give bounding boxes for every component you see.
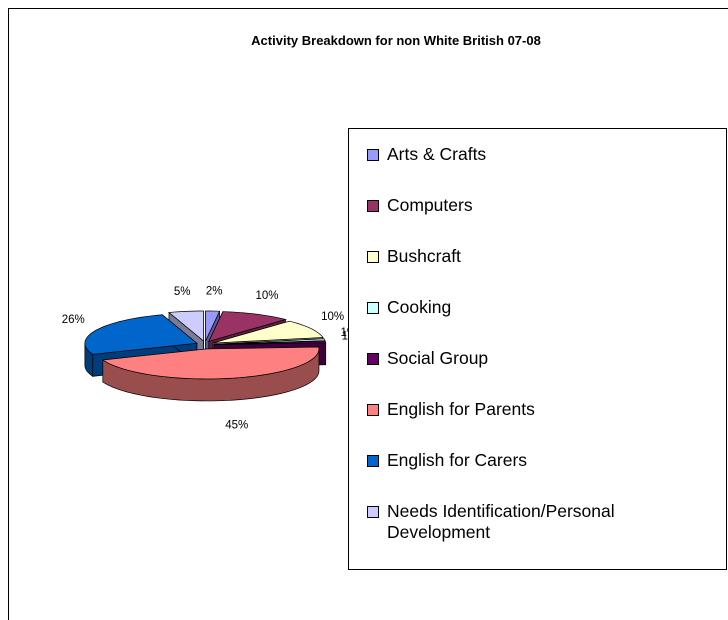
legend-entry: Social Group [367,348,717,369]
legend-label: Bushcraft [387,246,461,266]
legend-swatch [367,302,379,314]
chart-title: Activity Breakdown for non White British… [251,33,541,48]
legend-swatch [367,353,379,365]
legend-entry: English for Parents [367,399,717,420]
data-label: 2% [206,285,223,297]
data-label: 45% [225,420,248,432]
legend-entry: Needs Identification/Personal Developmen… [367,501,717,543]
legend-entry: Computers [367,195,717,216]
pie-slice [168,310,204,342]
legend-swatch [367,506,379,518]
pie-slice [212,320,324,344]
data-label: 10% [321,311,344,323]
legend-swatch [367,251,379,263]
pie-slice [213,340,327,345]
data-label: 26% [62,314,85,326]
legend-entry: Cooking [367,297,717,318]
data-label: 5% [174,286,191,298]
legend-swatch [367,404,379,416]
pie-slice [205,310,221,342]
pie-slice [208,311,287,342]
legend-label: English for Parents [387,399,535,419]
data-label: 10% [255,290,278,302]
pie-slice [84,314,198,355]
legend-label: Social Group [387,348,489,368]
legend-label: Arts & Crafts [387,144,487,164]
pie-tops [84,310,327,380]
legend-label: Needs Identification/Personal Developmen… [387,501,615,542]
legend-entry: English for Carers [367,450,717,471]
legend-swatch [367,149,379,161]
legend-label: English for Carers [387,450,528,470]
pie-slice [101,346,320,380]
legend-label: Computers [387,195,473,215]
legend-entry: Bushcraft [367,246,717,267]
legend-label: Cooking [387,297,452,317]
legend-swatch [367,200,379,212]
legend-entry: Arts & Crafts [367,144,717,165]
legend: Arts & Crafts Computers Bushcraft Cooking So… [348,128,727,570]
legend-swatch [367,455,379,467]
